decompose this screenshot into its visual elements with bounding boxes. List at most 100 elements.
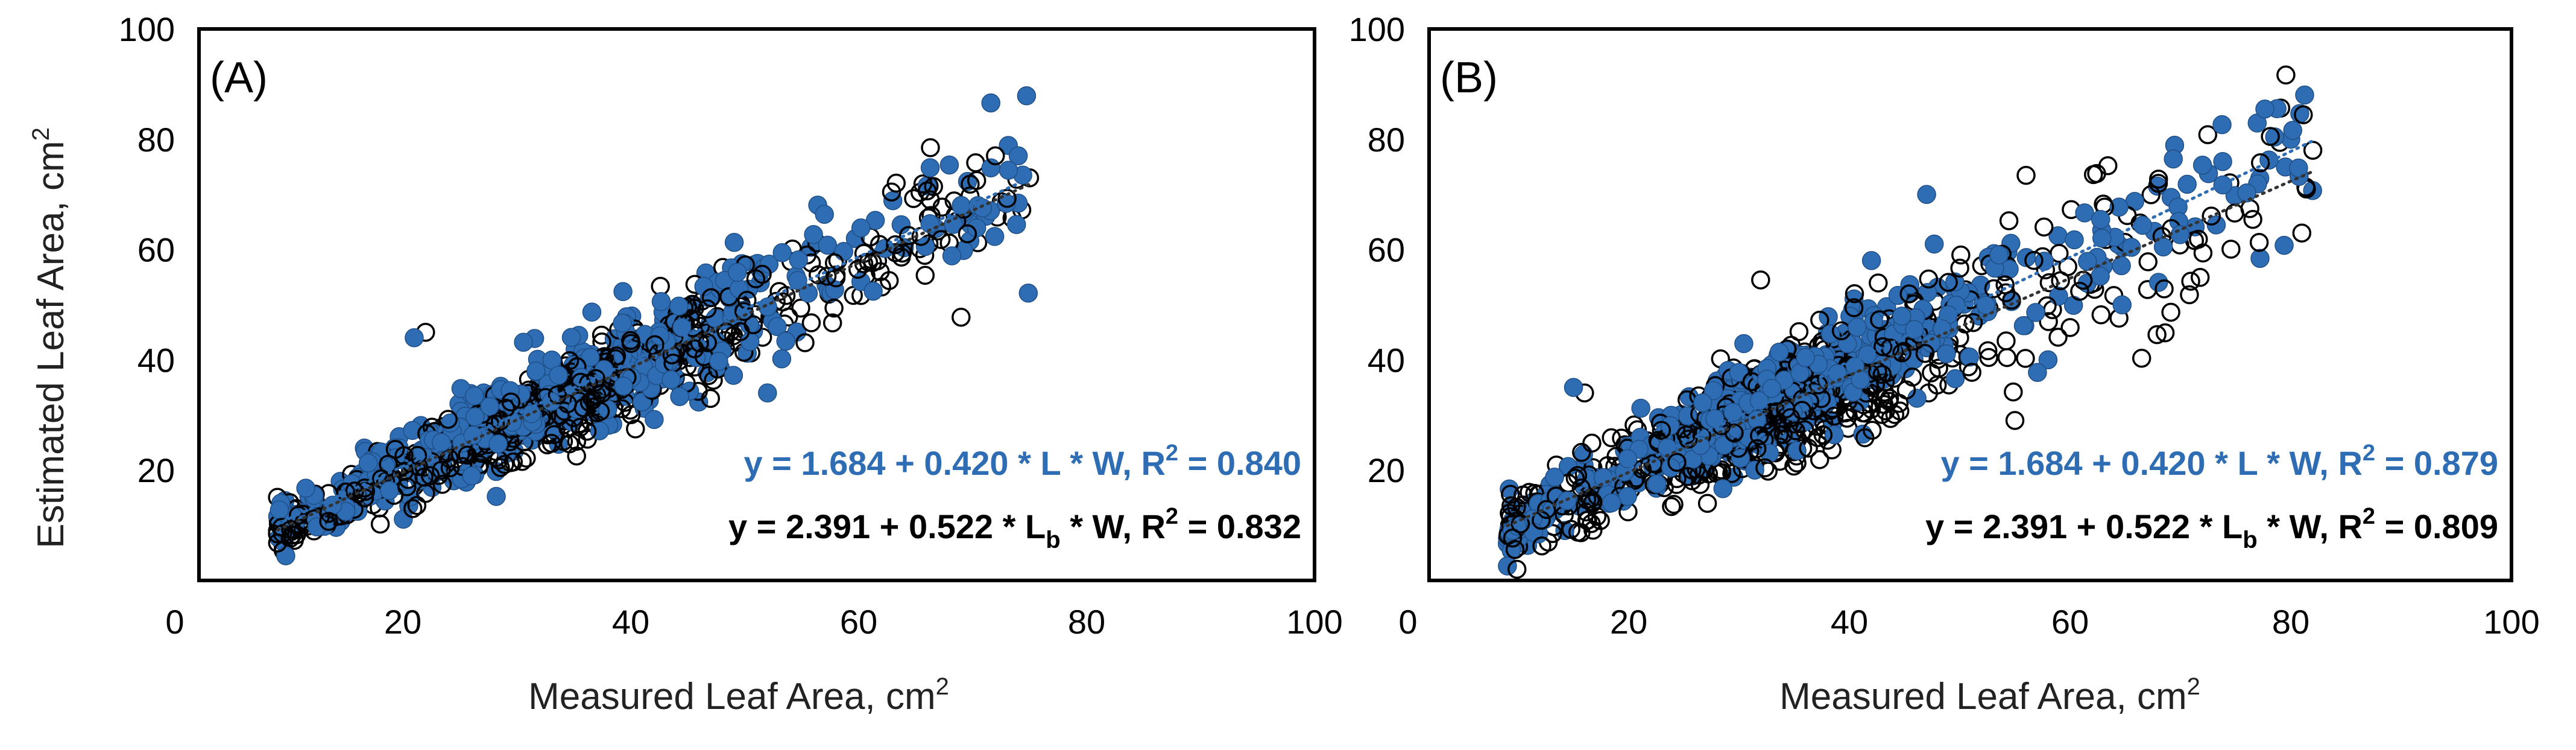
data-point-filled xyxy=(1008,146,1028,165)
data-point-filled xyxy=(1618,449,1638,469)
data-point-open xyxy=(743,315,763,335)
data-point-open xyxy=(1678,467,1697,486)
data-point-open xyxy=(1963,313,1983,332)
data-point-open xyxy=(281,520,300,539)
data-point-open xyxy=(579,392,599,412)
data-point-open xyxy=(2190,268,2210,287)
data-point-filled xyxy=(431,433,451,452)
data-point-open xyxy=(2138,252,2158,272)
data-point-filled xyxy=(1602,493,1621,513)
data-point-filled xyxy=(724,366,743,385)
data-point-open xyxy=(2148,174,2168,193)
data-point-filled xyxy=(1905,320,1924,339)
data-point-open xyxy=(1505,540,1525,559)
data-point-open xyxy=(2180,285,2199,305)
data-point-filled xyxy=(851,218,871,238)
x-tick-label: 80 xyxy=(1068,603,1105,641)
data-point-open xyxy=(626,419,645,439)
panel-label: (A) xyxy=(210,54,268,102)
y-tick-label: 60 xyxy=(137,231,175,269)
data-point-open xyxy=(1537,500,1556,520)
x-tick-label: 40 xyxy=(612,603,649,641)
data-point-open xyxy=(1582,433,1602,453)
data-point-open xyxy=(1503,528,1523,548)
data-point-open xyxy=(1755,458,1775,478)
data-point-open xyxy=(2005,411,2025,430)
y-tick-label: 40 xyxy=(137,341,175,379)
data-point-filled xyxy=(1787,441,1807,460)
x-tick-label: 0 xyxy=(1398,603,1417,641)
data-point-filled xyxy=(1498,556,1517,576)
data-point-filled xyxy=(2091,266,2110,286)
data-point-open xyxy=(1582,513,1601,533)
data-point-open xyxy=(2294,105,2313,124)
data-point-open xyxy=(1561,520,1580,539)
data-point-open xyxy=(548,385,567,405)
data-point-open xyxy=(1874,395,1894,415)
data-point-filled xyxy=(526,361,546,381)
data-point-filled xyxy=(380,481,399,500)
data-point-open xyxy=(932,197,952,217)
data-point-open xyxy=(1869,273,1888,293)
x-tick-label: 100 xyxy=(2483,603,2539,641)
data-point-open xyxy=(822,313,842,332)
data-point-open xyxy=(1789,322,1809,342)
data-point-filled xyxy=(942,246,962,265)
data-point-filled xyxy=(514,332,533,352)
data-point-filled xyxy=(2075,203,2094,223)
data-point-filled xyxy=(1921,333,1941,353)
data-point-open xyxy=(870,235,889,254)
data-point-open xyxy=(606,349,625,369)
data-point-open xyxy=(698,299,717,319)
data-point-open xyxy=(517,448,536,468)
data-point-open xyxy=(440,458,460,478)
data-point-filled xyxy=(1713,479,1732,498)
y-tick-label: 20 xyxy=(1368,451,1405,489)
data-point-open xyxy=(1664,495,1684,514)
data-point-open xyxy=(2181,272,2200,291)
data-point-filled xyxy=(1018,283,1038,303)
data-point-open xyxy=(2060,318,2080,337)
data-point-filled xyxy=(488,434,508,454)
data-point-open xyxy=(1892,343,1911,363)
data-point-open xyxy=(2132,348,2151,368)
data-point-open xyxy=(915,265,935,285)
data-point-open xyxy=(458,445,477,465)
data-point-open xyxy=(370,514,390,534)
data-point-filled xyxy=(2164,149,2183,169)
x-axis-title-a: Measured Leaf Area, cm2 xyxy=(528,673,949,717)
data-point-filled xyxy=(1714,436,1734,455)
data-point-open xyxy=(1999,211,2019,230)
data-point-filled xyxy=(1861,251,1881,270)
data-point-filled xyxy=(1820,324,1840,344)
data-point-open xyxy=(573,398,593,418)
data-point-open xyxy=(1511,514,1530,534)
data-point-open xyxy=(1951,245,1971,265)
data-point-open xyxy=(501,392,521,412)
data-point-open xyxy=(2221,240,2241,259)
data-point-filled xyxy=(1796,348,1815,367)
data-point-filled xyxy=(2078,252,2097,271)
data-point-open xyxy=(485,414,505,434)
data-point-open xyxy=(570,418,590,437)
data-point-filled xyxy=(2289,158,2308,178)
data-point-open xyxy=(1507,559,1527,579)
data-point-filled xyxy=(1762,378,1781,398)
data-point-filled xyxy=(465,407,485,427)
data-point-filled xyxy=(772,349,792,369)
data-point-open xyxy=(2004,382,2023,402)
data-point-open xyxy=(432,475,452,494)
data-point-open xyxy=(986,146,1005,165)
data-point-open xyxy=(2147,325,2167,345)
data-point-filled xyxy=(2295,85,2314,105)
data-point-open xyxy=(1792,401,1812,420)
data-point-open xyxy=(1873,337,1893,357)
data-point-open xyxy=(892,247,911,267)
data-point-filled xyxy=(1618,486,1637,506)
data-point-filled xyxy=(2092,229,2112,248)
data-point-filled xyxy=(463,425,482,445)
x-tick-label: 100 xyxy=(1286,603,1342,641)
data-point-filled xyxy=(462,466,481,486)
data-point-open xyxy=(1825,407,1844,426)
data-point-filled xyxy=(582,302,602,322)
